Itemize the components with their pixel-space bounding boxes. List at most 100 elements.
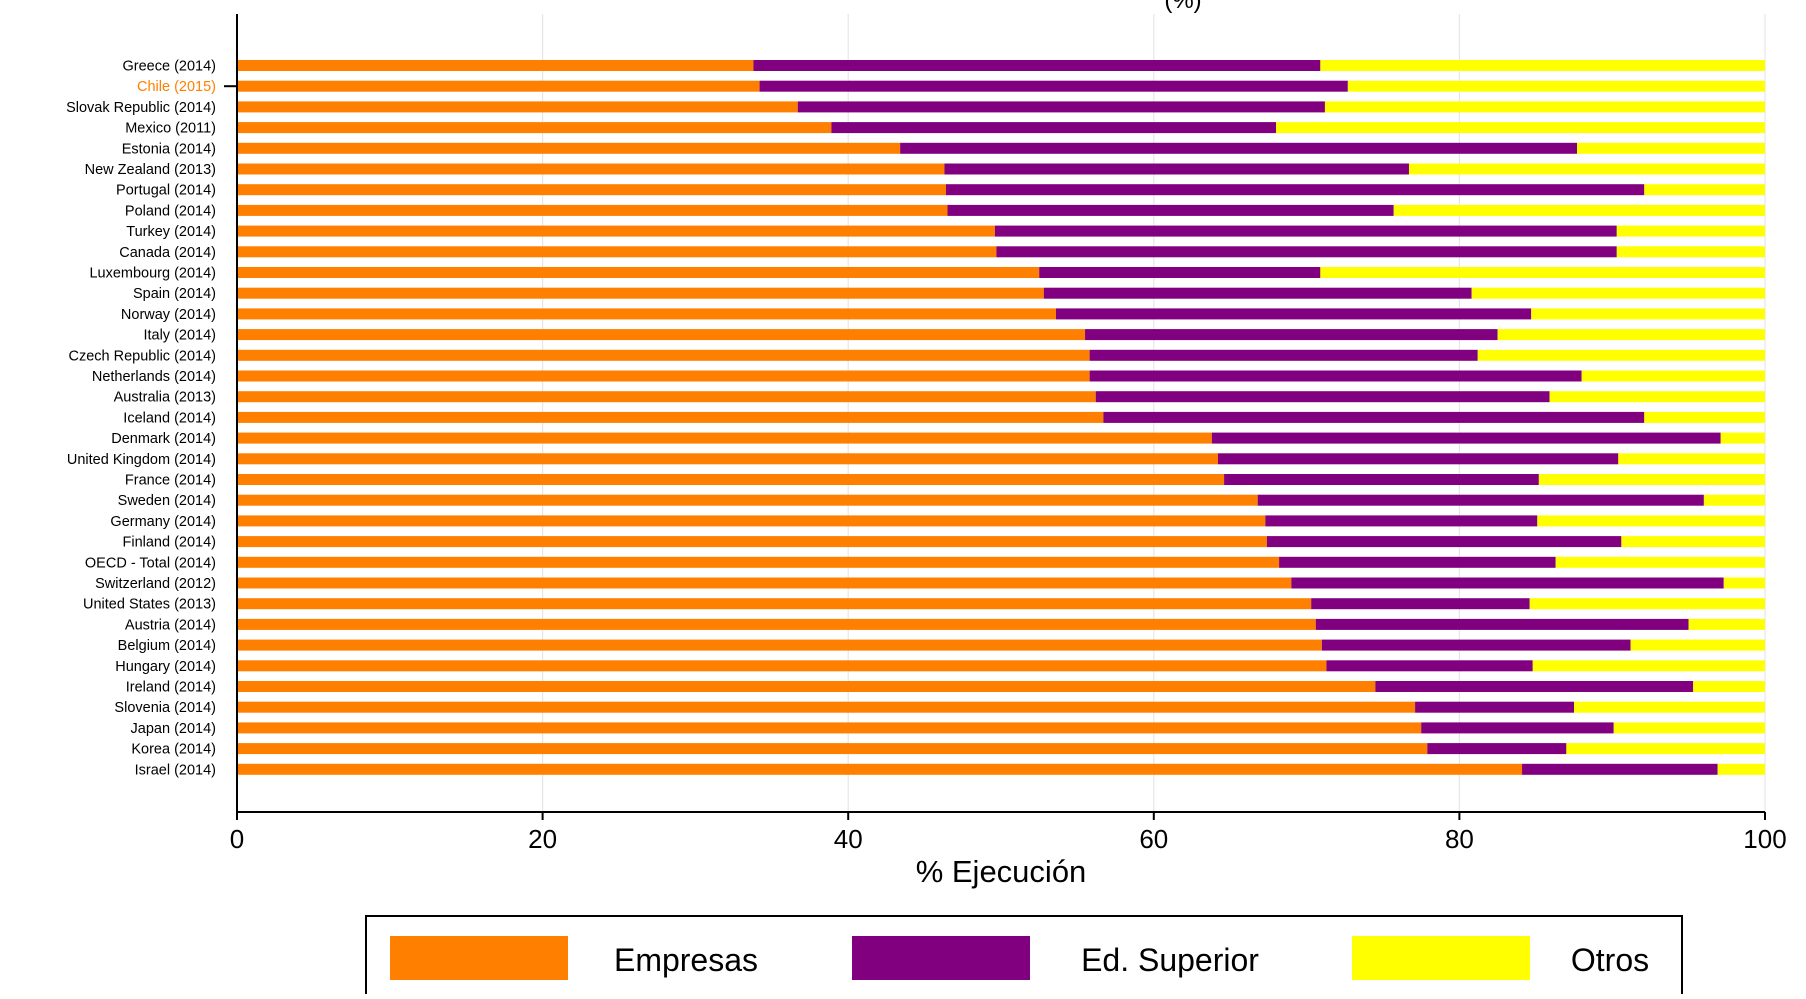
category-label-hungary-2014: Hungary (2014) bbox=[115, 659, 216, 675]
x-tick-label-80: 80 bbox=[1445, 824, 1474, 854]
bar-otros-new-zealand-2013 bbox=[1408, 163, 1765, 175]
legend-swatch-empresas bbox=[390, 936, 568, 980]
bar-ed-superior-united-states-2013 bbox=[1311, 598, 1530, 610]
bar-ed-superior-portugal-2014 bbox=[945, 184, 1645, 196]
bar-ed-superior-denmark-2014 bbox=[1211, 432, 1721, 444]
bar-empresas-korea-2014 bbox=[237, 743, 1428, 755]
bar-empresas-ireland-2014 bbox=[237, 681, 1376, 692]
category-label-denmark-2014: Denmark (2014) bbox=[111, 431, 216, 447]
category-label-new-zealand-2013: New Zealand (2013) bbox=[85, 162, 216, 178]
bar-empresas-switzerland-2012 bbox=[237, 577, 1292, 589]
bar-empresas-chile-2015 bbox=[237, 80, 760, 92]
bar-empresas-france-2014 bbox=[237, 474, 1225, 485]
chart-title: (%) bbox=[1164, 0, 1201, 14]
bar-ed-superior-slovenia-2014 bbox=[1415, 701, 1574, 713]
bar-ed-superior-ireland-2014 bbox=[1375, 681, 1694, 692]
bar-otros-hungary-2014 bbox=[1532, 660, 1765, 672]
bar-otros-slovenia-2014 bbox=[1574, 701, 1765, 713]
bar-ed-superior-new-zealand-2013 bbox=[944, 163, 1409, 175]
bar-otros-oecd-total-2014 bbox=[1555, 556, 1765, 568]
category-label-slovenia-2014: Slovenia (2014) bbox=[114, 700, 216, 716]
bar-empresas-estonia-2014 bbox=[237, 142, 901, 154]
bar-empresas-slovenia-2014 bbox=[237, 701, 1416, 713]
bar-empresas-spain-2014 bbox=[237, 287, 1044, 299]
category-label-belgium-2014: Belgium (2014) bbox=[118, 638, 216, 654]
category-label-israel-2014: Israel (2014) bbox=[135, 762, 216, 778]
bar-ed-superior-netherlands-2014 bbox=[1089, 370, 1582, 382]
legend-label-otros: Otros bbox=[1571, 942, 1649, 978]
bar-otros-turkey-2014 bbox=[1616, 225, 1765, 237]
bar-otros-austria-2014 bbox=[1688, 618, 1765, 630]
category-label-austria-2014: Austria (2014) bbox=[125, 617, 216, 633]
bar-ed-superior-mexico-2011 bbox=[831, 122, 1277, 134]
legend-swatch-otros bbox=[1352, 936, 1530, 980]
bar-empresas-canada-2014 bbox=[237, 246, 997, 258]
bar-empresas-czech-republic-2014 bbox=[237, 349, 1090, 361]
bar-empresas-australia-2013 bbox=[237, 391, 1096, 403]
bar-empresas-finland-2014 bbox=[237, 536, 1267, 548]
bar-ed-superior-finland-2014 bbox=[1266, 536, 1622, 548]
bar-ed-superior-italy-2014 bbox=[1085, 329, 1498, 341]
category-label-oecd-total-2014: OECD - Total (2014) bbox=[85, 555, 216, 571]
bar-empresas-denmark-2014 bbox=[237, 432, 1212, 444]
x-axis-label: % Ejecución bbox=[916, 854, 1087, 889]
bar-empresas-new-zealand-2013 bbox=[237, 163, 945, 175]
category-label-greece-2014: Greece (2014) bbox=[123, 59, 217, 75]
bar-otros-ireland-2014 bbox=[1693, 681, 1765, 692]
bar-ed-superior-korea-2014 bbox=[1427, 743, 1567, 755]
bar-otros-netherlands-2014 bbox=[1581, 370, 1765, 382]
category-label-italy-2014: Italy (2014) bbox=[143, 328, 216, 344]
category-label-slovak-republic-2014: Slovak Republic (2014) bbox=[66, 100, 216, 116]
bar-otros-united-states-2013 bbox=[1529, 598, 1765, 610]
category-label-ireland-2014: Ireland (2014) bbox=[126, 680, 216, 696]
category-label-netherlands-2014: Netherlands (2014) bbox=[92, 369, 216, 385]
bar-empresas-italy-2014 bbox=[237, 329, 1086, 341]
bar-ed-superior-greece-2014 bbox=[753, 60, 1321, 71]
category-label-turkey-2014: Turkey (2014) bbox=[126, 224, 216, 240]
bar-otros-greece-2014 bbox=[1320, 60, 1765, 71]
bar-otros-australia-2013 bbox=[1549, 391, 1765, 403]
bar-otros-spain-2014 bbox=[1471, 287, 1765, 299]
bar-otros-japan-2014 bbox=[1613, 722, 1765, 734]
bar-empresas-norway-2014 bbox=[237, 308, 1057, 320]
bar-otros-slovak-republic-2014 bbox=[1324, 101, 1765, 113]
category-label-germany-2014: Germany (2014) bbox=[110, 514, 216, 530]
bar-otros-iceland-2014 bbox=[1644, 411, 1765, 423]
category-label-spain-2014: Spain (2014) bbox=[133, 286, 216, 302]
category-label-poland-2014: Poland (2014) bbox=[125, 203, 216, 219]
bar-empresas-luxembourg-2014 bbox=[237, 267, 1040, 278]
bar-ed-superior-france-2014 bbox=[1224, 474, 1539, 485]
bar-ed-superior-czech-republic-2014 bbox=[1089, 349, 1478, 361]
category-label-france-2014: France (2014) bbox=[125, 473, 216, 489]
bar-otros-luxembourg-2014 bbox=[1320, 267, 1765, 278]
bar-ed-superior-spain-2014 bbox=[1043, 287, 1472, 299]
category-label-sweden-2014: Sweden (2014) bbox=[118, 493, 216, 509]
bar-ed-superior-united-kingdom-2014 bbox=[1217, 453, 1619, 465]
bar-otros-italy-2014 bbox=[1497, 329, 1765, 341]
category-label-united-kingdom-2014: United Kingdom (2014) bbox=[67, 452, 216, 468]
bar-ed-superior-switzerland-2012 bbox=[1291, 577, 1724, 589]
bar-otros-israel-2014 bbox=[1717, 763, 1765, 775]
bar-empresas-greece-2014 bbox=[237, 60, 754, 71]
bar-empresas-united-states-2013 bbox=[237, 598, 1312, 610]
x-tick-label-60: 60 bbox=[1139, 824, 1168, 854]
bar-empresas-poland-2014 bbox=[237, 204, 948, 216]
bar-otros-france-2014 bbox=[1538, 474, 1765, 485]
bar-otros-switzerland-2012 bbox=[1723, 577, 1765, 589]
x-tick-label-100: 100 bbox=[1743, 824, 1786, 854]
bar-otros-mexico-2011 bbox=[1276, 122, 1765, 134]
category-label-estonia-2014: Estonia (2014) bbox=[122, 141, 216, 157]
bar-ed-superior-canada-2014 bbox=[996, 246, 1617, 258]
bar-ed-superior-iceland-2014 bbox=[1103, 411, 1645, 423]
bar-empresas-japan-2014 bbox=[237, 722, 1422, 734]
x-tick-label-20: 20 bbox=[528, 824, 557, 854]
bar-otros-germany-2014 bbox=[1537, 515, 1765, 527]
bar-empresas-iceland-2014 bbox=[237, 411, 1104, 423]
category-label-united-states-2013: United States (2013) bbox=[83, 597, 216, 613]
bar-otros-portugal-2014 bbox=[1644, 184, 1765, 196]
bar-otros-czech-republic-2014 bbox=[1477, 349, 1765, 361]
bar-ed-superior-israel-2014 bbox=[1522, 763, 1718, 775]
bar-empresas-austria-2014 bbox=[237, 618, 1316, 630]
x-tick-label-40: 40 bbox=[834, 824, 863, 854]
category-label-chile-2015: Chile (2015) bbox=[137, 79, 216, 95]
